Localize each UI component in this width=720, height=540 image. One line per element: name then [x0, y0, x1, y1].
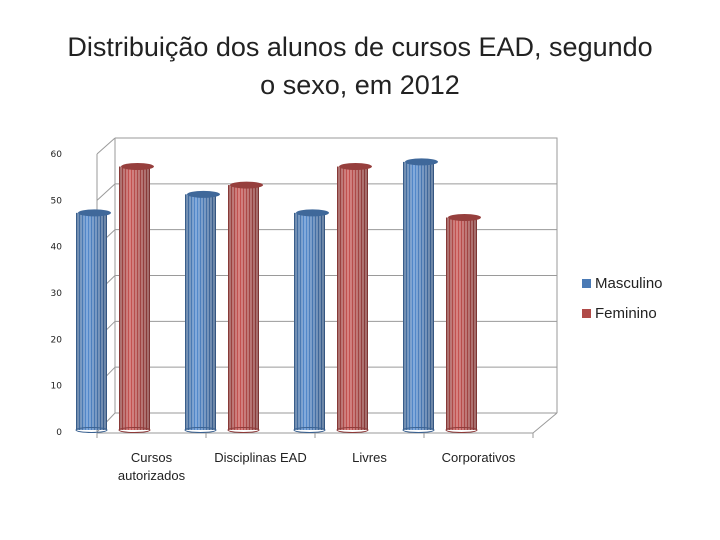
bar [227, 181, 263, 433]
x-category-label: Disciplinas EAD [214, 450, 306, 465]
bar-base [118, 427, 151, 433]
legend-swatch [582, 309, 591, 318]
bar-top-cap [187, 190, 220, 198]
chart-title-line-1: Distribuição dos alunos de cursos EAD, s… [67, 32, 653, 62]
bars [75, 158, 481, 433]
bar-top-cap [339, 163, 372, 171]
bar-top-cap [405, 158, 438, 166]
x-axis: Cursos autorizados Disciplinas EAD Livres Co… [96, 412, 558, 483]
bar [75, 209, 111, 433]
bar [118, 163, 154, 433]
y-tick-label: 0 [56, 428, 62, 438]
bar-base [184, 427, 217, 433]
y-tick-label: 20 [51, 335, 63, 345]
y-tick-label: 10 [51, 382, 63, 392]
chart-title: Distribuição dos alunos de cursos EAD, s… [20, 28, 700, 104]
bar-base [227, 427, 260, 433]
bar-base [402, 427, 435, 433]
y-tick-label: 30 [51, 289, 63, 299]
y-tick-label: 50 [51, 196, 63, 206]
bar-top-cap [296, 209, 329, 217]
bar-base [75, 427, 108, 433]
x-category-label: Cursos autorizados [118, 450, 186, 483]
bar-base [445, 427, 478, 433]
bar-top-cap [230, 181, 263, 189]
bar [293, 209, 329, 433]
legend-swatch [582, 279, 591, 288]
x-category-label: Livres [352, 450, 387, 465]
chart-title-line-2: o sexo, em 2012 [260, 70, 460, 100]
bar [402, 158, 438, 433]
bar [184, 190, 220, 433]
legend-label: Masculino [595, 275, 663, 292]
side-gridline [96, 183, 116, 201]
bar [336, 163, 372, 433]
legend-label: Feminino [595, 305, 657, 322]
y-tick-label: 60 [51, 150, 63, 160]
bar-top-cap [448, 214, 481, 221]
bar-base [336, 427, 369, 433]
bar-base [293, 427, 326, 433]
legend: Masculino Feminino [582, 275, 663, 322]
bar [445, 214, 481, 433]
side-gridline [96, 137, 116, 155]
y-tick-label: 40 [51, 243, 63, 253]
gridlines [96, 137, 558, 433]
floor-edge [532, 412, 558, 434]
x-category-label: Corporativos [442, 450, 516, 465]
bar-top-cap [78, 209, 111, 217]
bar-top-cap [121, 163, 154, 171]
